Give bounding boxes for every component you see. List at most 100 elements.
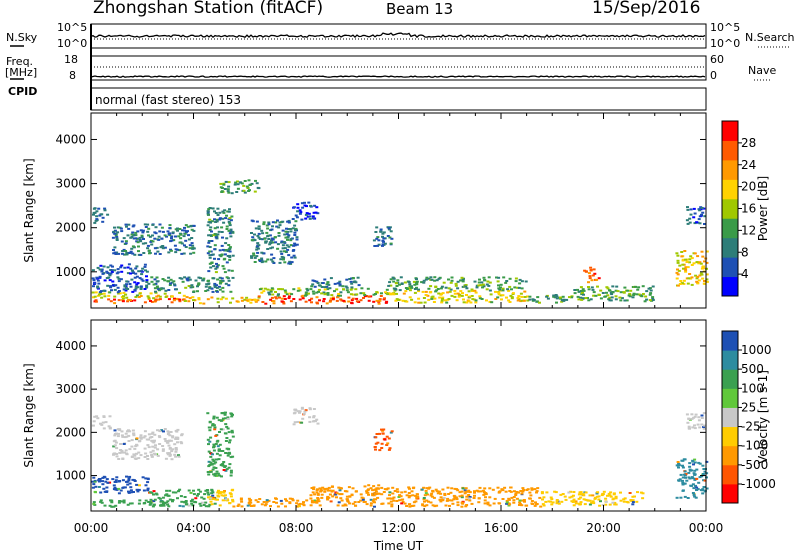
data-cell — [184, 224, 188, 227]
data-cell — [115, 455, 119, 458]
data-cell — [169, 431, 173, 433]
data-cell — [202, 302, 206, 305]
data-cell — [483, 502, 487, 505]
data-cell — [385, 288, 389, 291]
data-cell — [602, 490, 606, 493]
data-cell — [257, 244, 261, 247]
data-cell — [161, 449, 165, 452]
data-cell — [196, 290, 199, 293]
data-cell — [693, 458, 697, 461]
data-cell — [223, 209, 227, 212]
data-cell — [381, 429, 385, 432]
data-cell — [293, 224, 297, 227]
data-cell — [265, 499, 269, 502]
data-cell — [99, 499, 103, 502]
data-cell — [111, 478, 115, 481]
data-cell — [350, 277, 353, 280]
data-cell — [386, 442, 390, 445]
data-cell — [136, 282, 140, 285]
data-cell — [703, 280, 706, 282]
data-cell — [322, 291, 326, 294]
data-cell — [353, 501, 357, 504]
data-cell — [561, 295, 565, 298]
data-cell — [520, 504, 524, 507]
data-cell — [684, 258, 688, 261]
data-cell — [228, 463, 232, 466]
data-cell — [219, 279, 223, 282]
data-cell — [170, 301, 174, 304]
data-cell — [457, 293, 461, 296]
data-cell — [304, 213, 308, 216]
data-cell — [95, 210, 99, 213]
data-cell — [681, 476, 685, 479]
data-cell — [329, 297, 333, 300]
data-cell — [168, 498, 172, 501]
data-cell — [161, 278, 165, 280]
data-cell — [686, 282, 690, 285]
data-cell — [701, 211, 705, 214]
data-cell — [170, 458, 174, 461]
data-cell — [453, 289, 457, 292]
data-cell — [430, 492, 434, 495]
data-cell — [363, 294, 367, 296]
data-cell — [360, 287, 364, 290]
data-cell — [644, 295, 648, 298]
data-cell — [693, 473, 697, 476]
data-cell — [645, 290, 649, 293]
data-cell — [478, 297, 482, 300]
data-cell — [301, 206, 305, 209]
data-cell — [119, 227, 123, 230]
data-cell — [122, 237, 126, 240]
data-cell — [517, 491, 520, 494]
data-cell — [147, 249, 151, 252]
data-cell — [413, 283, 417, 286]
power-y-tick-label: 1000 — [55, 265, 86, 279]
data-cell — [455, 498, 459, 501]
data-cell — [541, 498, 544, 501]
data-cell — [272, 300, 276, 303]
data-cell — [181, 229, 184, 232]
data-cell — [700, 267, 704, 270]
data-cell — [151, 223, 155, 226]
data-cell — [183, 496, 187, 498]
data-cell — [635, 293, 639, 296]
data-cell — [570, 296, 574, 299]
data-cell — [691, 459, 695, 462]
data-cell — [219, 298, 223, 301]
data-cell — [382, 240, 385, 243]
data-cell — [477, 281, 481, 284]
data-cell — [182, 294, 186, 297]
data-cell — [288, 295, 291, 298]
data-cell — [280, 300, 284, 303]
data-cell — [102, 292, 106, 295]
x-axis-label: Time UT — [373, 539, 424, 553]
data-cell — [122, 443, 126, 445]
data-cell — [688, 221, 692, 224]
data-cell — [333, 290, 336, 293]
data-cell — [261, 232, 265, 235]
data-cell — [108, 291, 112, 294]
data-cell — [680, 282, 684, 285]
data-cell — [374, 488, 378, 491]
data-cell — [218, 454, 222, 457]
data-cell — [223, 253, 227, 256]
data-cell — [388, 281, 392, 284]
data-cell — [697, 208, 701, 211]
data-cell — [315, 418, 319, 421]
data-cell — [520, 499, 524, 502]
data-cell — [91, 424, 95, 427]
data-cell — [139, 295, 143, 297]
data-cell — [467, 489, 471, 492]
data-cell — [300, 421, 304, 424]
data-cell — [506, 288, 510, 291]
data-cell — [132, 237, 136, 240]
data-cell — [211, 494, 215, 497]
data-cell — [446, 291, 450, 294]
data-cell — [103, 295, 107, 298]
data-cell — [265, 231, 269, 234]
data-cell — [164, 457, 168, 460]
velocity-colorbar-segment — [722, 445, 738, 466]
data-cell — [420, 281, 424, 284]
data-cell — [374, 490, 378, 493]
data-cell — [129, 267, 133, 270]
